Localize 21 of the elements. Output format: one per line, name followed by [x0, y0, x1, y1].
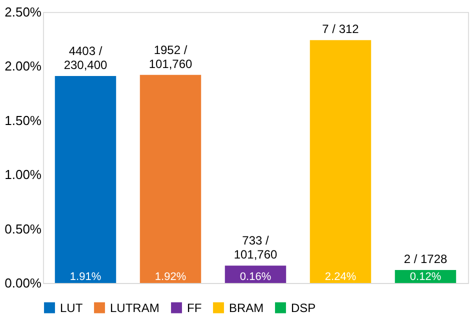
y-tick-label: 2.00% [4, 58, 42, 74]
data-label: 1.91% [70, 271, 102, 283]
y-tick-label: 0.00% [4, 276, 42, 290]
y-tick-label: 1.50% [4, 112, 42, 128]
y-tick-label: 1.00% [4, 167, 42, 182]
y-tick-label: 0.50% [4, 221, 42, 236]
legend-label: LUTRAM [110, 300, 160, 315]
annotation: 2 / 1728 [404, 252, 448, 266]
legend-label: FF [187, 300, 202, 315]
annotation: 7 / 312 [322, 22, 360, 36]
annotation: 4403 / 230,400 [64, 44, 108, 72]
data-label: 2.24% [324, 271, 356, 283]
data-label: 0.16% [240, 271, 272, 283]
legend-label: DSP [291, 300, 316, 315]
legend-label: BRAM [229, 300, 264, 315]
data-label: 1.92% [154, 271, 186, 283]
y-tick-label: 2.50% [4, 4, 42, 20]
data-label: 0.12% [410, 271, 442, 283]
annotation: 1952 / 101,760 [148, 42, 193, 71]
annotation: 733 / 101,760 [234, 234, 278, 262]
legend-label: LUT [60, 300, 84, 315]
